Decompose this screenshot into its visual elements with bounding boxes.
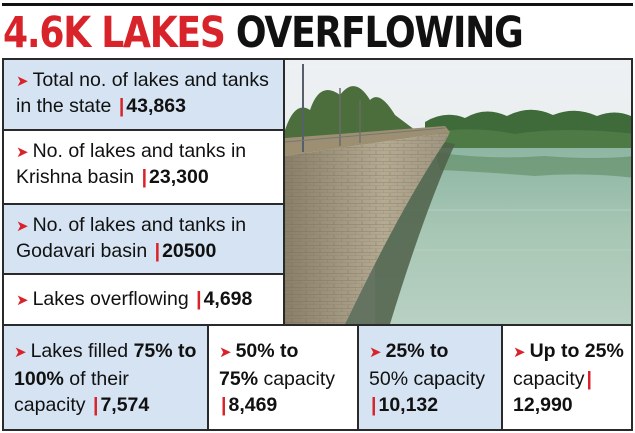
red-arrow-icon: ➤ <box>16 73 29 90</box>
stat-value: 23,300 <box>149 166 209 188</box>
red-arrow-icon: ➤ <box>14 344 27 361</box>
lake-photo <box>285 60 631 324</box>
stat-label: Total no. of lakes and tanks in the stat… <box>16 69 269 117</box>
lake-photo-illustration <box>285 60 631 324</box>
capacity-25-50: ➤ 25% to 50% capacity | 10,132 <box>359 326 503 429</box>
stat-label: No. of lakes and tanks in Godavari basin <box>16 214 247 262</box>
top-rule <box>2 3 633 6</box>
red-arrow-icon: ➤ <box>369 344 382 361</box>
red-arrow-icon: ➤ <box>219 344 232 361</box>
separator-bar: | <box>154 240 161 262</box>
capacity-value: 12,990 <box>513 394 573 416</box>
headline-highlight: 4.6K LAKES <box>3 8 226 58</box>
red-arrow-icon: ➤ <box>16 292 29 309</box>
stat-value: 20500 <box>162 240 217 262</box>
capacity-range: 75% <box>219 368 259 390</box>
capacity-text: capacity <box>258 368 335 390</box>
separator-bar: | <box>92 394 99 416</box>
stat-value: 43,863 <box>126 95 186 117</box>
capacity-text: capacity <box>513 368 585 390</box>
capacity-text: 50% capacity <box>369 368 485 390</box>
capacity-range: 50% to <box>235 340 299 362</box>
capacity-value: 10,132 <box>378 394 439 416</box>
separator-bar: | <box>141 166 148 188</box>
stat-godavari-basin: ➤ No. of lakes and tanks in Godavari basi… <box>4 205 285 275</box>
stat-total-lakes: ➤ Total no. of lakes and tanks in the sta… <box>4 60 285 131</box>
red-arrow-icon: ➤ <box>513 344 526 361</box>
headline-rest: OVERFLOWING <box>235 8 524 58</box>
red-arrow-icon: ➤ <box>16 144 29 161</box>
capacity-range: 25% to <box>385 340 449 362</box>
separator-bar: | <box>586 368 593 390</box>
stat-label: No. of lakes and tanks in Krishna basin <box>16 140 247 188</box>
capacity-range: Up to 25% <box>529 340 624 362</box>
headline: 4.6K LAKES OVERFLOWING <box>3 8 524 58</box>
capacity-value: 7,574 <box>100 394 150 416</box>
stat-krishna-basin: ➤ No. of lakes and tanks in Krishna basin… <box>4 131 285 205</box>
capacity-value: 8,469 <box>228 394 278 416</box>
separator-bar: | <box>221 394 227 416</box>
capacity-75-100: ➤ Lakes filled 75% to 100% of their capac… <box>4 326 209 429</box>
capacity-row: ➤ Lakes filled 75% to 100% of their capac… <box>4 324 631 429</box>
capacity-50-75: ➤ 50% to 75% capacity | 8,469 <box>209 326 359 429</box>
capacity-text: Lakes filled <box>30 340 134 362</box>
capacity-text: of their capacity <box>14 368 129 416</box>
separator-bar: | <box>118 95 125 117</box>
capacity-range: 75% to 100% <box>14 340 197 390</box>
stat-lakes-overflowing: ➤ Lakes overflowing | 4,698 <box>4 275 285 324</box>
separator-bar: | <box>196 288 202 310</box>
capacity-up-to-25: ➤ Up to 25% capacity | 12,990 <box>503 326 631 429</box>
red-arrow-icon: ➤ <box>16 218 29 235</box>
stat-value: 4,698 <box>203 288 253 310</box>
stat-label: Lakes overflowing <box>32 288 189 310</box>
separator-bar: | <box>371 394 377 416</box>
infographic-panel: ➤ Total no. of lakes and tanks in the sta… <box>2 58 633 431</box>
